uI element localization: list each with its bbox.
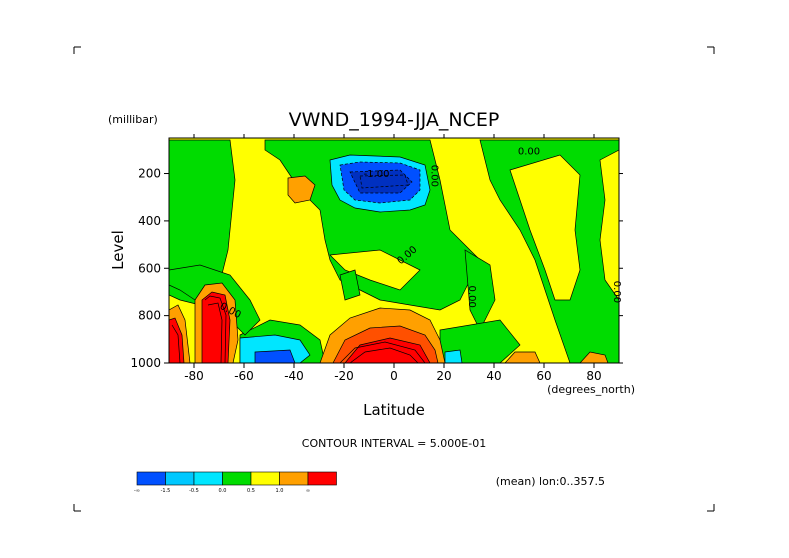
x-units-label: (degrees_north) <box>547 383 635 396</box>
contour-label: 0.00 <box>429 165 440 187</box>
colorbar-swatch <box>222 471 252 486</box>
colorbar-swatch <box>279 471 309 486</box>
x-tick-label: -40 <box>284 369 304 383</box>
x-tick-label: -80 <box>184 369 204 383</box>
mean-lon-text: (mean) lon:0..357.5 <box>496 475 605 488</box>
y-tick-label: 800 <box>138 309 161 323</box>
y-tick-label: 200 <box>138 167 161 181</box>
y-tick-label: 600 <box>138 261 161 275</box>
contour-lines <box>171 174 426 363</box>
colorbar-swatch <box>165 471 195 486</box>
y-tick-label: 400 <box>138 214 161 228</box>
y-axis: 200 400 600 800 1000 <box>130 167 623 370</box>
contour-label: 0.00 <box>466 286 477 308</box>
colorbar-label: 1.0 <box>276 488 284 494</box>
cyan-regions <box>239 154 463 363</box>
x-tick-label: -60 <box>234 369 254 383</box>
contour-interval-text: CONTOUR INTERVAL = 5.000E-01 <box>302 437 486 450</box>
colorbar-label: 0.0 <box>219 488 227 494</box>
colorbar-swatch <box>307 471 337 486</box>
crop-marks <box>73 46 715 512</box>
colorbar-label: ∞ <box>306 488 310 494</box>
contour-label: -1.00 <box>364 169 390 180</box>
chart-title: VWND_1994-JJA_NCEP <box>289 109 500 131</box>
y-units-label: (millibar) <box>108 113 158 126</box>
x-tick-label: 40 <box>486 369 501 383</box>
x-axis-label: Latitude <box>363 401 425 419</box>
x-axis: -80 -60 -40 -20 0 20 40 60 80 <box>184 134 602 383</box>
y-axis-label: Level <box>109 230 127 270</box>
contour-label: 0.00 <box>611 281 622 303</box>
x-tick-label: 0 <box>390 369 398 383</box>
x-tick-label: 60 <box>536 369 551 383</box>
y-tick-label: 1000 <box>130 356 161 370</box>
colorbar-label: -1.5 <box>161 488 171 494</box>
colorbar-swatch <box>193 471 223 486</box>
colorbar: -∞ -1.5 -0.5 0.0 0.5 1.0 ∞ <box>134 471 337 494</box>
colorbar-label: 0.5 <box>247 488 255 494</box>
colorbar-label: -0.5 <box>189 488 199 494</box>
x-tick-label: 80 <box>586 369 601 383</box>
x-tick-label: -20 <box>334 369 354 383</box>
colorbar-swatch <box>250 471 280 486</box>
colorbar-label: -∞ <box>134 488 140 494</box>
colorbar-swatch <box>136 471 166 486</box>
plot-area <box>169 138 619 363</box>
contour-label: 0.00 <box>518 147 540 158</box>
warm-regions <box>169 175 609 363</box>
x-tick-label: 20 <box>436 369 451 383</box>
